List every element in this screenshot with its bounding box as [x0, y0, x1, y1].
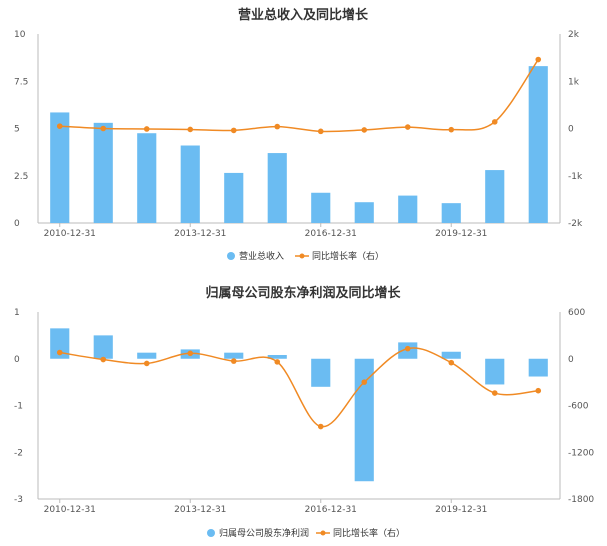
bar-2019-12-31[interactable]	[441, 203, 461, 223]
bar-2020-12-31[interactable]	[485, 358, 505, 385]
bar-2012-12-31[interactable]	[137, 133, 157, 223]
y-right-tick-label: 1k	[568, 77, 580, 87]
growth-point-2014-12-31[interactable]	[230, 127, 237, 134]
growth-point-2011-12-31[interactable]	[100, 125, 107, 132]
y-left-tick-label: 5	[14, 125, 20, 135]
legend-line-marker	[320, 530, 326, 536]
x-tick-label: 2016-12-31	[305, 505, 357, 515]
y-left-tick-label: 0	[14, 219, 20, 229]
growth-point-2011-12-31[interactable]	[100, 356, 107, 363]
y-left-tick-label: -2	[14, 448, 23, 458]
bar-2020-12-31[interactable]	[485, 170, 505, 223]
chart1-title: 营业总收入及同比增长	[238, 7, 369, 23]
growth-point-2016-12-31[interactable]	[317, 128, 324, 135]
chart2-legend: 归属母公司股东净利润 同比增长率（右）	[207, 527, 405, 539]
growth-rate-line	[59, 59, 539, 133]
growth-point-2015-12-31[interactable]	[274, 359, 281, 365]
bar-2011-12-31[interactable]	[93, 122, 113, 223]
growth-point-2019-12-31[interactable]	[448, 126, 455, 133]
net-profit-chart: -3 -2 -1 0 1 -1800 -1200 -600 0 600 2010-12-31 2013…	[14, 308, 594, 515]
y-right-tick-label: -2k	[568, 219, 583, 229]
bar-2014-12-31[interactable]	[224, 352, 244, 359]
growth-point-2020-12-31[interactable]	[491, 390, 498, 396]
y-left-tick-label: 1	[14, 308, 20, 318]
growth-point-2019-12-31[interactable]	[448, 359, 455, 366]
growth-point-2015-12-31[interactable]	[274, 123, 281, 130]
bar-2010-12-31[interactable]	[50, 112, 70, 223]
x-tick-label: 2010-12-31	[44, 229, 96, 239]
y-right-tick-label: 600	[568, 308, 585, 318]
growth-point-2012-12-31[interactable]	[143, 360, 150, 367]
y-left-tick-label: 0	[14, 355, 20, 365]
growth-point-2017-12-31[interactable]	[361, 379, 368, 385]
bar-2015-12-31[interactable]	[267, 153, 287, 223]
growth-point-2021-12-31[interactable]	[535, 387, 542, 394]
x-tick-label: 2019-12-31	[435, 505, 487, 515]
bar-2011-12-31[interactable]	[93, 335, 113, 359]
chart2-legend-line[interactable]: 同比增长率（右）	[333, 527, 405, 539]
y-left-tick-label: 2.5	[14, 172, 28, 182]
x-tick-label: 2019-12-31	[435, 229, 487, 239]
growth-point-2020-12-31[interactable]	[491, 119, 498, 125]
bar-2021-12-31[interactable]	[528, 358, 548, 377]
bar-2016-12-31[interactable]	[311, 358, 331, 387]
bar-2012-12-31[interactable]	[137, 352, 157, 359]
bar-2019-12-31[interactable]	[441, 351, 461, 359]
y-right-tick-label: 0	[568, 355, 574, 365]
growth-point-2010-12-31[interactable]	[56, 349, 63, 356]
y-right-tick-label: -1k	[568, 172, 583, 182]
chart2-legend-bar[interactable]: 归属母公司股东净利润	[219, 527, 309, 539]
y-left-tick-label: -1	[14, 402, 23, 412]
y-right-tick-label: 2k	[568, 30, 580, 40]
y-left-tick-label: 10	[14, 30, 26, 40]
y-left-tick-label: -3	[14, 495, 23, 505]
bar-2010-12-31[interactable]	[50, 328, 70, 359]
bar-2017-12-31[interactable]	[354, 202, 374, 223]
chart1-legend-bar[interactable]: 营业总收入	[239, 250, 284, 262]
legend-bar-swatch	[227, 252, 235, 260]
growth-point-2018-12-31[interactable]	[404, 345, 411, 352]
growth-point-2021-12-31[interactable]	[535, 56, 542, 63]
x-tick-label: 2010-12-31	[44, 505, 96, 515]
bar-2021-12-31[interactable]	[528, 66, 548, 223]
chart1-legend-line[interactable]: 同比增长率（右）	[312, 250, 384, 262]
y-right-tick-label: -600	[568, 402, 589, 412]
chart1-legend: 营业总收入 同比增长率（右）	[227, 250, 384, 262]
growth-point-2017-12-31[interactable]	[361, 127, 368, 133]
bar-2015-12-31[interactable]	[267, 355, 287, 359]
growth-point-2018-12-31[interactable]	[404, 124, 411, 130]
bar-2013-12-31[interactable]	[180, 145, 200, 223]
y-right-tick-label: -1200	[568, 448, 594, 458]
x-tick-label: 2013-12-31	[174, 505, 226, 515]
y-right-tick-label: 0	[568, 125, 574, 135]
growth-point-2013-12-31[interactable]	[187, 126, 194, 133]
bar-2018-12-31[interactable]	[398, 195, 418, 223]
x-tick-label: 2013-12-31	[174, 229, 226, 239]
chart2-title: 归属母公司股东净利润及同比增长	[205, 285, 401, 301]
growth-point-2014-12-31[interactable]	[230, 358, 237, 364]
revenue-chart: 0 2.5 5 7.5 10 -2k -1k 0 1k 2k 2010-12-31 2013-12-3…	[14, 30, 583, 239]
legend-bar-swatch	[207, 529, 215, 537]
bar-2016-12-31[interactable]	[311, 192, 331, 223]
y-left-tick-label: 7.5	[14, 77, 28, 87]
growth-point-2013-12-31[interactable]	[187, 350, 194, 357]
growth-point-2010-12-31[interactable]	[56, 123, 63, 129]
growth-rate-line	[59, 347, 539, 428]
y-right-tick-label: -1800	[568, 495, 594, 505]
growth-point-2016-12-31[interactable]	[317, 423, 324, 430]
bar-2017-12-31[interactable]	[354, 358, 374, 482]
growth-point-2012-12-31[interactable]	[143, 126, 150, 132]
x-tick-label: 2016-12-31	[305, 229, 357, 239]
bar-2014-12-31[interactable]	[224, 172, 244, 223]
legend-line-marker	[299, 253, 305, 259]
